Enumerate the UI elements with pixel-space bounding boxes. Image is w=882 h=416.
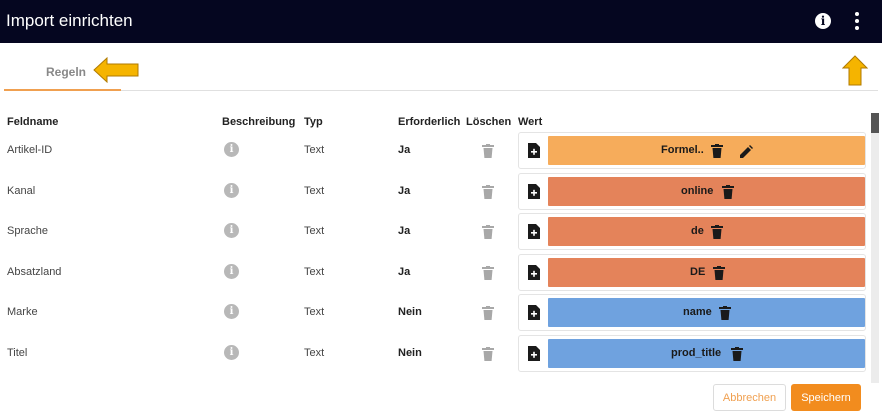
delete-value-trash-icon[interactable] bbox=[713, 266, 725, 285]
row-feldname: Kanal bbox=[7, 185, 36, 197]
row-typ: Text bbox=[304, 266, 325, 278]
delete-row-trash-icon[interactable] bbox=[482, 347, 494, 366]
value-pill[interactable]: Formel.. bbox=[548, 136, 865, 165]
scrollbar-thumb[interactable] bbox=[871, 113, 879, 133]
delete-row-trash-icon[interactable] bbox=[482, 144, 494, 163]
tab-divider bbox=[121, 90, 878, 91]
row-typ: Text bbox=[304, 144, 325, 156]
cancel-button[interactable]: Abbrechen bbox=[713, 384, 786, 411]
delete-row-trash-icon[interactable] bbox=[482, 266, 494, 285]
scrollbar[interactable] bbox=[871, 113, 879, 383]
page-title: Import einrichten bbox=[6, 11, 133, 30]
value-pill-label: online bbox=[681, 185, 714, 197]
add-file-icon[interactable] bbox=[528, 265, 540, 285]
row-erforderlich: Ja bbox=[398, 144, 411, 156]
row-feldname: Titel bbox=[7, 347, 28, 359]
row-feldname: Artikel-ID bbox=[7, 144, 53, 156]
row-feldname: Sprache bbox=[7, 225, 48, 237]
app-header: Import einrichten i bbox=[0, 0, 882, 43]
value-pill-label: de bbox=[691, 225, 704, 237]
add-file-icon[interactable] bbox=[528, 224, 540, 244]
value-field: de bbox=[518, 213, 866, 250]
delete-row-trash-icon[interactable] bbox=[482, 306, 494, 325]
row-typ: Text bbox=[304, 225, 325, 237]
column-header-erforderlich: Erforderlich bbox=[398, 116, 461, 128]
description-info-icon[interactable]: i bbox=[224, 264, 239, 279]
value-pill[interactable]: name bbox=[548, 298, 865, 327]
save-button[interactable]: Speichern bbox=[791, 384, 861, 411]
delete-row-trash-icon[interactable] bbox=[482, 225, 494, 244]
edit-pencil-icon[interactable] bbox=[740, 145, 753, 163]
row-erforderlich: Ja bbox=[398, 266, 411, 278]
row-erforderlich: Nein bbox=[398, 306, 422, 318]
more-vert-icon[interactable] bbox=[852, 12, 862, 30]
value-pill[interactable]: prod_title bbox=[548, 339, 865, 368]
description-info-icon[interactable]: i bbox=[224, 183, 239, 198]
info-icon[interactable]: i bbox=[815, 13, 831, 29]
add-file-icon[interactable] bbox=[528, 143, 540, 163]
delete-value-trash-icon[interactable] bbox=[711, 144, 723, 163]
description-info-icon[interactable]: i bbox=[224, 304, 239, 319]
value-field: prod_title bbox=[518, 335, 866, 372]
delete-value-trash-icon[interactable] bbox=[731, 347, 743, 366]
value-pill-label: DE bbox=[690, 266, 706, 278]
tab-regeln-label: Regeln bbox=[46, 65, 87, 79]
row-erforderlich: Ja bbox=[398, 185, 411, 197]
column-header-beschreibung: Beschreibung bbox=[222, 116, 296, 128]
value-field: name bbox=[518, 294, 866, 331]
add-file-icon[interactable] bbox=[528, 305, 540, 325]
annotation-arrow-left-icon bbox=[93, 57, 139, 83]
row-typ: Text bbox=[304, 306, 325, 318]
column-header-typ: Typ bbox=[304, 116, 323, 128]
row-feldname: Absatzland bbox=[7, 266, 62, 278]
value-pill[interactable]: online bbox=[548, 177, 865, 206]
value-pill-label: prod_title bbox=[671, 347, 722, 359]
description-info-icon[interactable]: i bbox=[224, 142, 239, 157]
row-feldname: Marke bbox=[7, 306, 38, 318]
row-typ: Text bbox=[304, 347, 325, 359]
value-pill-label: name bbox=[683, 306, 712, 318]
description-info-icon[interactable]: i bbox=[224, 223, 239, 238]
row-erforderlich: Nein bbox=[398, 347, 422, 359]
value-pill[interactable]: DE bbox=[548, 258, 865, 287]
row-erforderlich: Ja bbox=[398, 225, 411, 237]
tab-bar: Regeln bbox=[0, 43, 882, 91]
delete-row-trash-icon[interactable] bbox=[482, 185, 494, 204]
delete-value-trash-icon[interactable] bbox=[711, 225, 723, 244]
value-field: Formel.. bbox=[518, 132, 866, 169]
add-file-icon[interactable] bbox=[528, 184, 540, 204]
value-pill[interactable]: de bbox=[548, 217, 865, 246]
value-field: DE bbox=[518, 254, 866, 291]
column-header-feldname: Feldname bbox=[7, 116, 59, 128]
column-header-loeschen: Löschen bbox=[466, 116, 512, 128]
add-file-icon[interactable] bbox=[528, 346, 540, 366]
delete-value-trash-icon[interactable] bbox=[719, 306, 731, 325]
row-typ: Text bbox=[304, 185, 325, 197]
tab-regeln[interactable]: Regeln bbox=[4, 43, 121, 91]
value-field: online bbox=[518, 173, 866, 210]
description-info-icon[interactable]: i bbox=[224, 345, 239, 360]
annotation-arrow-up-icon bbox=[842, 55, 868, 86]
value-pill-label: Formel.. bbox=[661, 144, 704, 156]
column-header-wert: Wert bbox=[518, 116, 543, 128]
delete-value-trash-icon[interactable] bbox=[722, 185, 734, 204]
